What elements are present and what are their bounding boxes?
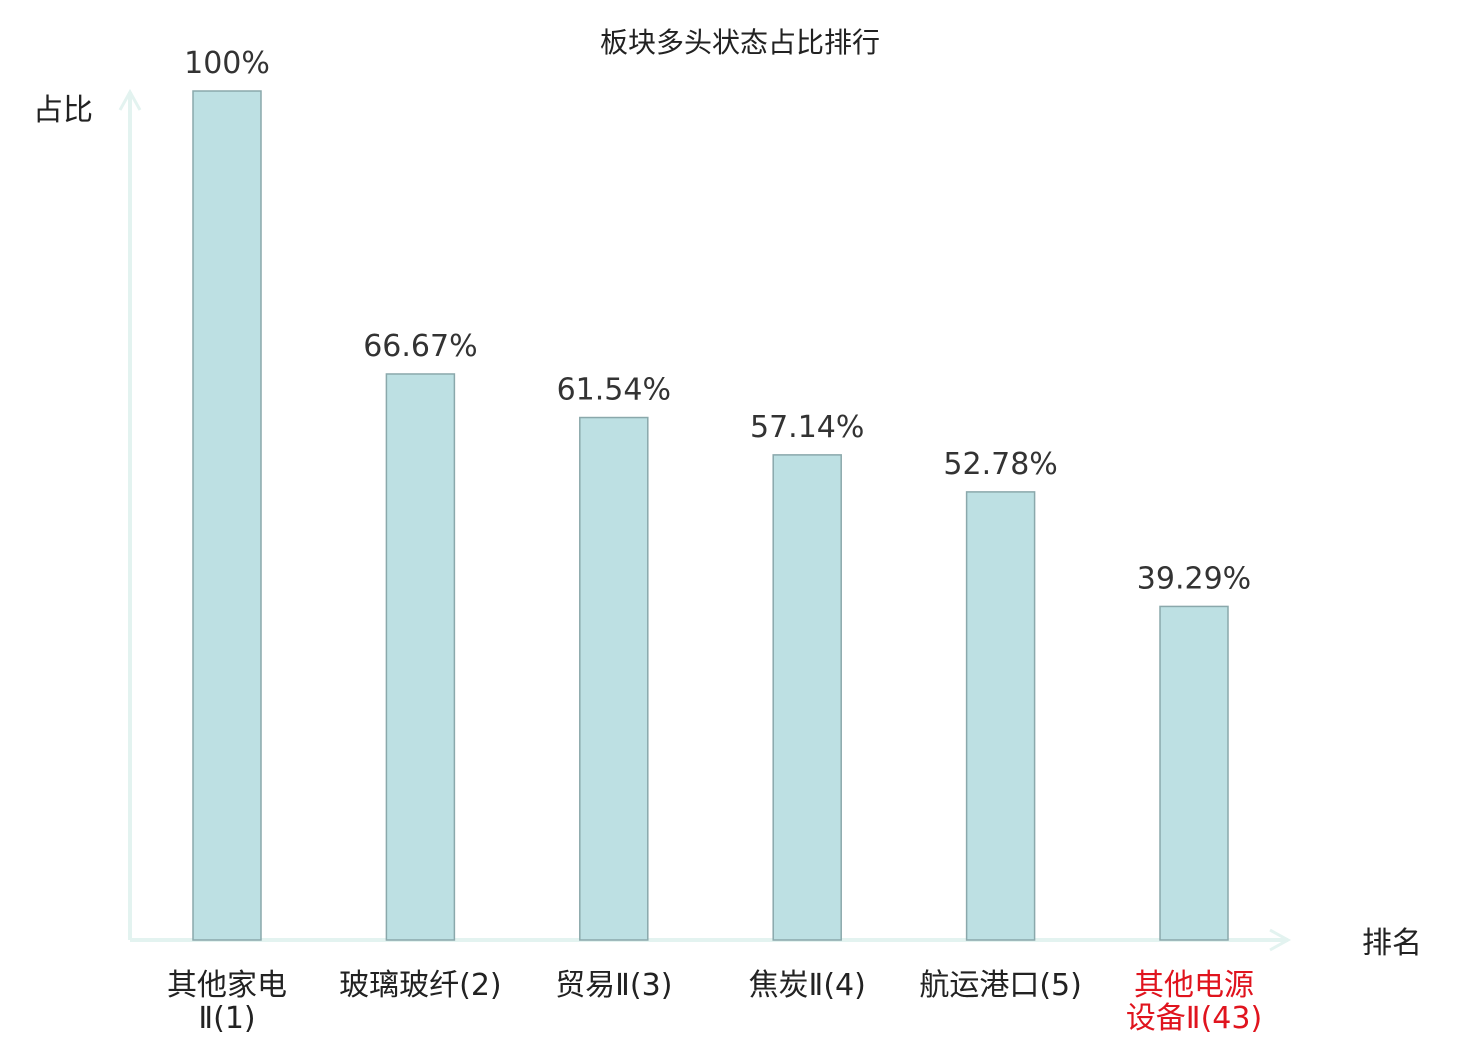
category-label-line: 其他家电 (167, 968, 287, 1003)
x-axis-arrow-icon (1269, 928, 1292, 952)
value-label-5: 52.78% (943, 447, 1057, 482)
category-label-2: 玻璃玻纤(2) (339, 968, 502, 1003)
x-axis-label: 排名 (1362, 926, 1422, 961)
value-label-1: 100% (184, 46, 270, 81)
category-label-1: 其他家电 Ⅱ(1) (167, 968, 287, 1036)
chart-title: 板块多头状态占比排行 (600, 26, 880, 59)
value-label-2: 66.67% (363, 329, 477, 364)
category-label-line: 航运港口(5) (919, 968, 1082, 1003)
category-label-line: 贸易Ⅱ(3) (555, 968, 672, 1003)
bars-group (192, 90, 1229, 941)
value-label-3: 61.54% (557, 373, 671, 408)
axes (118, 88, 1292, 952)
category-label-line: 玻璃玻纤(2) (339, 968, 502, 1003)
bar-2 (385, 373, 456, 941)
category-label-6: 其他电源设备Ⅱ(43) (1126, 968, 1262, 1036)
category-label-line: 设备Ⅱ(43) (1126, 1001, 1262, 1036)
y-axis-arrow-icon (118, 88, 142, 111)
y-axis-label: 占比 (33, 93, 93, 128)
bar-6 (1159, 605, 1229, 941)
category-label-line: 焦炭Ⅱ(4) (749, 968, 866, 1003)
bar-1 (192, 90, 262, 941)
value-label-4: 57.14% (750, 410, 864, 445)
category-labels-group: 其他家电 Ⅱ(1) 玻璃玻纤(2) 贸易Ⅱ(3) 焦炭Ⅱ(4) 航运港口(5) 其他电源设备… (167, 968, 1262, 1036)
category-label-3: 贸易Ⅱ(3) (555, 968, 672, 1003)
category-label-line: Ⅱ(1) (198, 1001, 255, 1036)
bar-5 (965, 491, 1036, 941)
category-label-4: 焦炭Ⅱ(4) (749, 968, 866, 1003)
bar-4 (772, 454, 842, 941)
value-labels-group: 100% 66.67% 61.54% 57.14% 52.78% 39.29% (184, 46, 1251, 596)
value-label-6: 39.29% (1137, 561, 1251, 596)
category-label-5: 航运港口(5) (919, 968, 1082, 1003)
category-label-line: 其他电源 (1134, 968, 1254, 1003)
bar-3 (579, 416, 649, 941)
